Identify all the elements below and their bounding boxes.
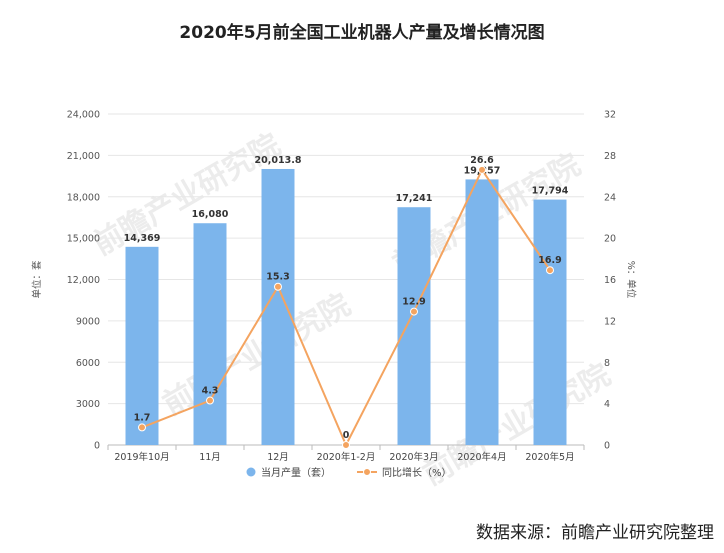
bar: [465, 179, 499, 445]
y-left-tick-label: 21,000: [67, 151, 100, 162]
bar: [397, 207, 431, 445]
y-right-axis-label: %：单位: [625, 261, 637, 299]
y-left-tick-label: 12,000: [67, 275, 100, 286]
bar: [193, 223, 227, 445]
line-data-label: 16.9: [538, 255, 561, 266]
y-right-tick-label: 32: [604, 110, 616, 121]
x-tick-label: 2020年1-2月: [317, 451, 376, 463]
y-right-tick-label: 0: [604, 441, 610, 452]
line-point: [546, 266, 554, 275]
x-tick-label: 11月: [199, 452, 221, 463]
line-data-label: 26.6: [470, 155, 494, 166]
y-right-tick-label: 16: [604, 275, 616, 286]
legend-label: 当月产量（套）: [261, 466, 331, 479]
y-left-tick-label: 9000: [76, 316, 100, 327]
y-left-tick-label: 15,000: [67, 234, 100, 245]
line-point: [410, 307, 418, 316]
x-tick-label: 12月: [267, 452, 289, 463]
x-tick-label: 2019年10月: [114, 451, 169, 463]
y-left-tick-label: 0: [94, 441, 100, 452]
x-tick-label: 2020年5月: [525, 451, 574, 463]
chart-title: 2020年5月前全国工业机器人产量及增长情况图: [179, 23, 545, 43]
y-right-tick-label: 8: [604, 358, 610, 369]
bar: [125, 246, 159, 445]
y-right-tick-label: 20: [604, 234, 616, 245]
y-right-tick-label: 24: [604, 192, 616, 203]
line-point: [138, 423, 146, 432]
y-right-tick-label: 12: [604, 316, 616, 327]
bar: [533, 199, 567, 445]
y-left-tick-label: 24,000: [67, 110, 100, 121]
legend-marker-bar: [246, 467, 256, 477]
bar-data-label: 17,241: [396, 193, 433, 204]
bar-data-label: 14,369: [124, 233, 161, 244]
bar-data-label: 20,013.8: [255, 155, 302, 166]
line-data-label: 0: [343, 430, 350, 441]
y-left-axis-label: 单位：套: [31, 260, 43, 299]
y-left-tick-label: 6000: [76, 358, 100, 369]
y-right-tick-label: 28: [604, 151, 616, 162]
legend-label: 同比增长（%）: [382, 466, 452, 479]
y-left-tick-label: 18,000: [67, 192, 100, 203]
line-data-label: 15.3: [266, 272, 289, 283]
line-point: [342, 441, 350, 449]
line-data-label: 4.3: [202, 386, 219, 397]
legend-marker-point: [363, 468, 371, 476]
line-point: [206, 396, 214, 405]
y-left-tick-label: 3000: [76, 399, 100, 410]
x-tick-label: 2020年3月: [389, 451, 438, 463]
bar-data-label: 16,080: [192, 209, 229, 220]
line-data-label: 12.9: [402, 297, 425, 308]
x-tick-label: 2020年4月: [457, 451, 506, 463]
bar-data-label: 17,794: [532, 186, 569, 197]
line-point: [274, 282, 282, 291]
line-point: [478, 165, 486, 174]
line-data-label: 1.7: [134, 412, 151, 423]
y-right-tick-label: 4: [604, 399, 610, 410]
source-note: 数据来源：前瞻产业研究院整理: [476, 523, 714, 543]
